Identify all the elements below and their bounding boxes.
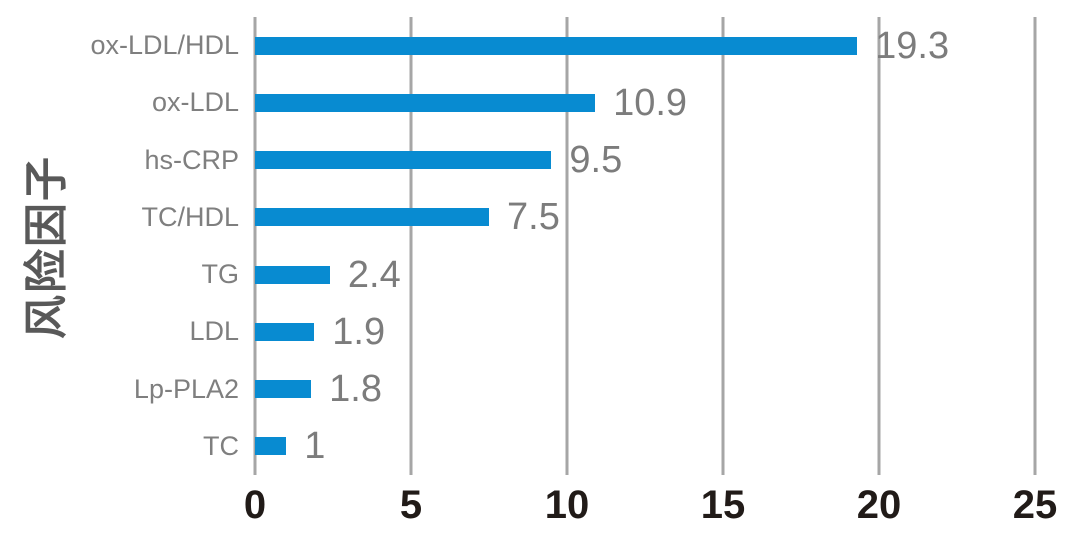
gridline-25	[1033, 17, 1037, 475]
bar	[255, 437, 287, 456]
bar	[255, 208, 489, 227]
plot-area	[253, 17, 1037, 475]
bar-track: 1	[255, 418, 1035, 475]
value-label: 9.5	[569, 139, 623, 182]
category-label: TC/HDL	[141, 201, 239, 232]
value-label: 1.8	[329, 368, 382, 411]
x-axis: 0 5 10 15 20 25	[244, 483, 1057, 535]
bar	[255, 36, 858, 55]
value-label: 19.3	[875, 24, 950, 67]
gridline-15	[721, 17, 725, 475]
category-label: LDL	[189, 316, 239, 347]
x-tick-label: 10	[544, 483, 590, 527]
x-tick-label: 25	[1012, 483, 1058, 527]
value-label: 2.4	[347, 253, 401, 296]
category-label: TG	[201, 259, 240, 290]
bar	[255, 380, 312, 399]
bar-row: TC/HDL 7.5	[0, 189, 1035, 246]
gridline-5	[409, 17, 413, 475]
value-label: 1	[304, 425, 326, 468]
gridline-10	[565, 17, 569, 475]
value-label: 7.5	[507, 196, 560, 239]
bar-row: TG 2.4	[0, 246, 1035, 303]
x-tick-label: 0	[243, 483, 267, 527]
bar-track: 10.9	[255, 74, 1035, 131]
bar-row: hs-CRP 9.5	[0, 132, 1035, 189]
x-tick-label: 20	[856, 483, 902, 527]
x-tick-label: 15	[700, 483, 746, 527]
bar-track: 1.9	[255, 303, 1035, 360]
x-tick-label: 5	[399, 483, 423, 527]
bar-track: 19.3	[255, 17, 1035, 74]
bar	[255, 93, 596, 112]
bar	[255, 151, 552, 170]
bar-track: 7.5	[255, 189, 1035, 246]
bar-track: 2.4	[255, 246, 1035, 303]
bar-row: ox-LDL 10.9	[0, 74, 1035, 131]
bar-row: ox-LDL/HDL 19.3	[0, 17, 1035, 74]
bar	[255, 265, 330, 284]
category-label: TC	[203, 430, 239, 461]
gridline-20	[877, 17, 881, 475]
category-label: hs-CRP	[144, 144, 239, 175]
bar-row: LDL 1.9	[0, 303, 1035, 360]
bar-track: 1.8	[255, 361, 1035, 418]
bar-rows: ox-LDL/HDL 19.3 ox-LDL 10.9 hs-CRP 9.5 TC/HDL 7…	[0, 17, 1035, 475]
bar-row: Lp-PLA2 1.8	[0, 361, 1035, 418]
category-label: ox-LDL	[151, 87, 239, 118]
category-label: Lp-PLA2	[133, 373, 239, 404]
bar	[255, 322, 315, 341]
value-label: 10.9	[613, 81, 688, 124]
category-label: ox-LDL/HDL	[90, 30, 239, 61]
bar-track: 9.5	[255, 132, 1035, 189]
gridline-0	[253, 17, 257, 475]
value-label: 1.9	[332, 310, 386, 353]
bar-row: TC 1	[0, 418, 1035, 475]
